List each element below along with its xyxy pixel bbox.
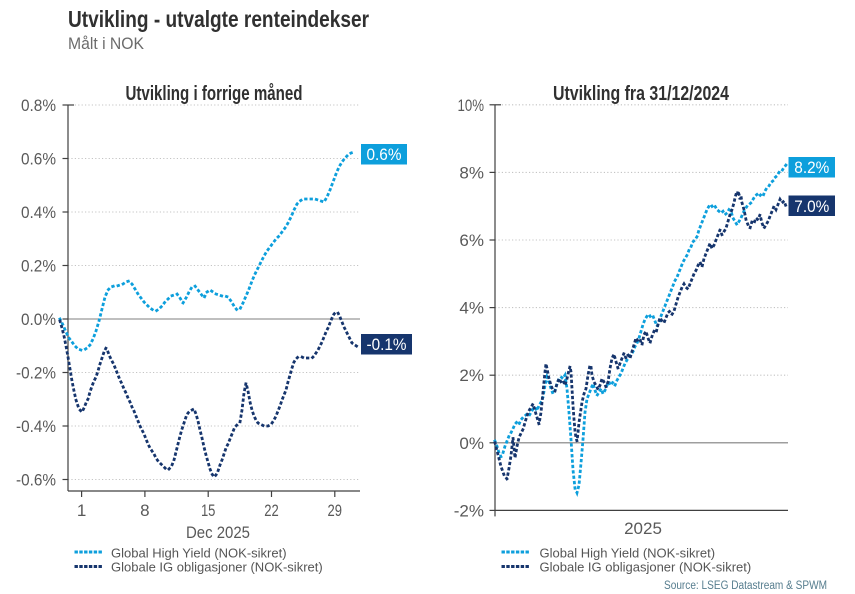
svg-text:Globale IG obligasjoner (NOK-s: Globale IG obligasjoner (NOK-sikret) <box>540 560 752 575</box>
svg-text:Global High Yield (NOK-sikret): Global High Yield (NOK-sikret) <box>540 546 716 561</box>
svg-text:2025: 2025 <box>624 519 662 538</box>
svg-text:4%: 4% <box>459 299 484 318</box>
svg-text:Utvikling i forrige måned: Utvikling i forrige måned <box>126 82 303 105</box>
svg-text:8.2%: 8.2% <box>794 158 829 177</box>
svg-text:1: 1 <box>77 501 86 520</box>
svg-text:29: 29 <box>328 501 343 520</box>
svg-text:Source: LSEG Datastream & SPWM: Source: LSEG Datastream & SPWM <box>664 580 827 592</box>
svg-text:0.0%: 0.0% <box>21 310 56 329</box>
svg-text:15: 15 <box>201 501 216 520</box>
svg-text:0%: 0% <box>459 434 484 453</box>
svg-text:22: 22 <box>264 501 279 520</box>
svg-text:-2%: -2% <box>454 501 484 520</box>
svg-text:-0.2%: -0.2% <box>16 364 56 383</box>
svg-text:Målt i NOK: Målt i NOK <box>68 34 145 53</box>
svg-text:0.8%: 0.8% <box>21 96 56 115</box>
svg-text:0.6%: 0.6% <box>21 150 56 169</box>
svg-text:0.2%: 0.2% <box>21 257 56 276</box>
svg-text:8: 8 <box>140 501 149 520</box>
svg-text:0.4%: 0.4% <box>21 203 56 222</box>
svg-text:Utvikling - utvalgte renteinde: Utvikling - utvalgte renteindekser <box>68 6 369 32</box>
svg-text:Globale IG obligasjoner (NOK-s: Globale IG obligasjoner (NOK-sikret) <box>111 560 323 575</box>
svg-text:10%: 10% <box>458 96 485 115</box>
svg-text:8%: 8% <box>459 163 484 182</box>
svg-text:7.0%: 7.0% <box>794 197 829 216</box>
svg-text:-0.6%: -0.6% <box>16 471 56 490</box>
svg-text:-0.1%: -0.1% <box>367 335 407 354</box>
svg-text:Utvikling fra 31/12/2024: Utvikling fra 31/12/2024 <box>553 83 730 105</box>
svg-text:Dec 2025: Dec 2025 <box>186 523 250 542</box>
svg-text:2%: 2% <box>459 366 484 385</box>
svg-text:Global High Yield (NOK-sikret): Global High Yield (NOK-sikret) <box>111 546 287 561</box>
svg-text:-0.4%: -0.4% <box>16 417 56 436</box>
svg-text:6%: 6% <box>459 231 484 250</box>
svg-text:0.6%: 0.6% <box>367 145 402 164</box>
